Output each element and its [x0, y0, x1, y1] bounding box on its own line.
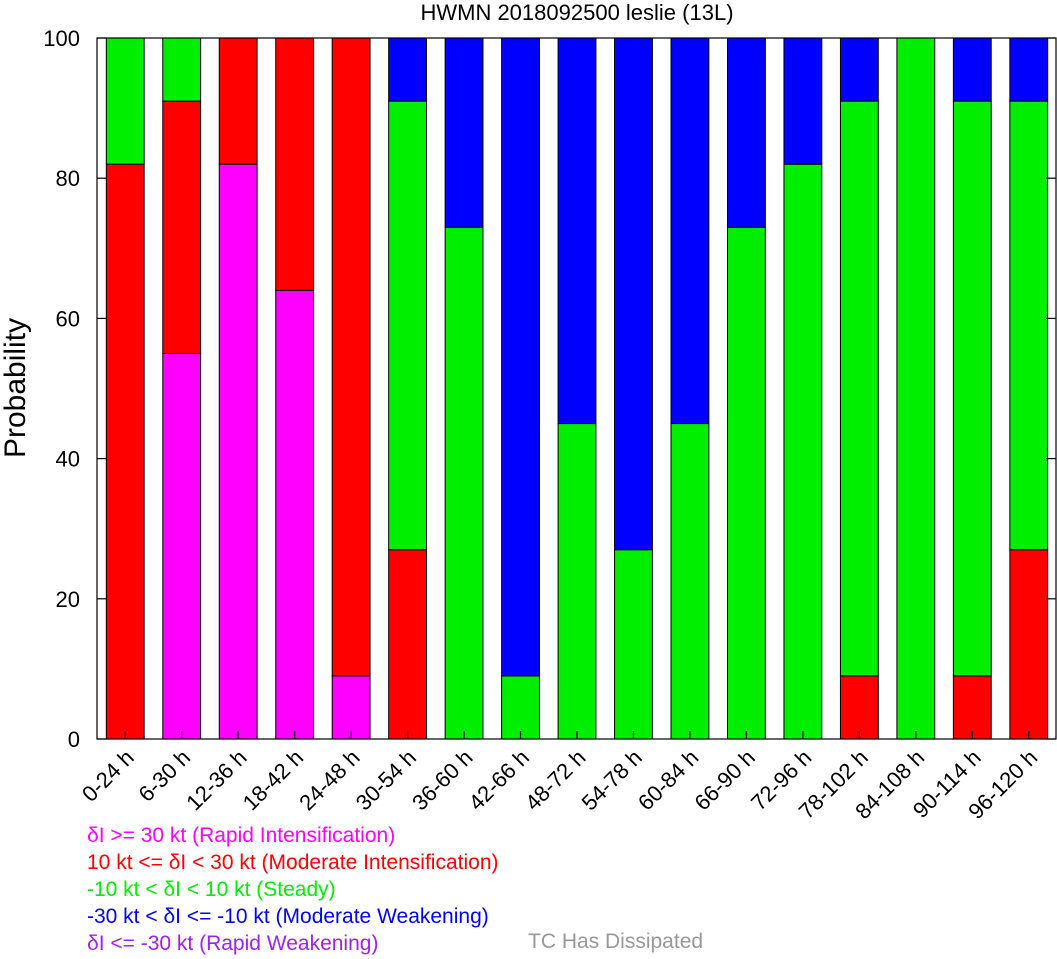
bar-segment-st-9 [614, 549, 653, 740]
bar-segment-st-5 [388, 100, 428, 551]
y-tick-label: 0 [68, 727, 80, 752]
bar-segment-mw-16 [1009, 37, 1049, 102]
bar-segment-mw-9 [614, 37, 653, 551]
x-tick-label: 24-48 h [294, 745, 364, 815]
y-tick-label: 60 [56, 306, 80, 331]
legend: δI >= 30 kt (Rapid Intensification) 10 k… [87, 822, 499, 957]
x-tick-label: 60-84 h [633, 745, 703, 815]
legend-rapid-intensification: δI >= 30 kt (Rapid Intensification) [87, 824, 396, 847]
bar-segment-st-12 [783, 163, 823, 740]
bar-segment-mw-7 [501, 37, 540, 677]
x-tick-label: 42-66 h [464, 745, 534, 815]
bar-segment-st-7 [501, 675, 540, 740]
x-tick-label: 48-72 h [520, 745, 590, 815]
bar-segment-ri-3 [275, 289, 315, 740]
bar-segment-mw-13 [839, 37, 879, 102]
bar-segment-mi-3 [275, 37, 315, 291]
bar-segment-ri-2 [218, 163, 258, 740]
y-tick-label: 100 [43, 26, 80, 51]
bar-segment-st-16 [1009, 100, 1049, 551]
x-tick-label: 66-90 h [690, 745, 760, 815]
legend-dissipated: TC Has Dissipated [528, 930, 704, 953]
chart-title: HWMN 2018092500 leslie (13L) [420, 0, 733, 25]
bar-segment-ri-4 [331, 675, 371, 740]
bar-segment-st-14 [896, 37, 936, 740]
x-tick-label: 0-24 h [77, 745, 139, 807]
bar-segment-mi-13 [839, 675, 879, 740]
bar-segment-mw-8 [557, 37, 597, 425]
y-tick-label: 20 [56, 587, 80, 612]
legend-rapid-weakening: δI <= -30 kt (Rapid Weakening) [87, 932, 379, 955]
bar-segment-st-0 [105, 37, 145, 165]
y-tick-label: 40 [56, 447, 80, 472]
bars-group [105, 37, 1049, 740]
y-tick-label: 80 [56, 166, 80, 191]
x-tick-label: 18-42 h [238, 745, 308, 815]
x-tick-label: 54-78 h [577, 745, 647, 815]
legend-moderate-intensification: 10 kt <= δI < 30 kt (Moderate Intensific… [87, 851, 499, 874]
bar-segment-mi-2 [218, 37, 258, 165]
legend-moderate-weakening: -30 kt < δI <= -10 kt (Moderate Weakenin… [87, 905, 489, 928]
bar-segment-mi-16 [1009, 549, 1049, 740]
bar-segment-mi-0 [105, 163, 145, 740]
bar-segment-mi-5 [388, 549, 428, 740]
bar-segment-st-1 [162, 37, 202, 102]
bar-segment-mw-15 [952, 37, 992, 102]
bar-segment-mw-12 [783, 37, 823, 165]
legend-steady: -10 kt < δI < 10 kt (Steady) [87, 878, 336, 901]
bar-segment-st-13 [839, 100, 879, 677]
bar-segment-st-15 [952, 100, 992, 677]
bar-segment-st-6 [444, 226, 484, 740]
bar-segment-mi-4 [331, 37, 371, 677]
bar-segment-mw-5 [388, 37, 428, 102]
bar-segment-mw-10 [670, 37, 710, 425]
bar-segment-mi-1 [162, 100, 202, 354]
bar-segment-st-11 [726, 226, 766, 740]
x-tick-label: 36-60 h [407, 745, 477, 815]
bar-segment-mi-15 [952, 675, 992, 740]
bar-segment-ri-1 [162, 352, 202, 740]
x-tick-label: 12-36 h [181, 745, 251, 815]
bar-segment-st-10 [670, 423, 710, 740]
y-axis-label: Probability [0, 318, 32, 458]
x-tick-label: 30-54 h [351, 745, 421, 815]
bar-segment-st-8 [557, 423, 597, 740]
bar-segment-mw-11 [726, 37, 766, 228]
bar-segment-mw-6 [444, 37, 484, 228]
